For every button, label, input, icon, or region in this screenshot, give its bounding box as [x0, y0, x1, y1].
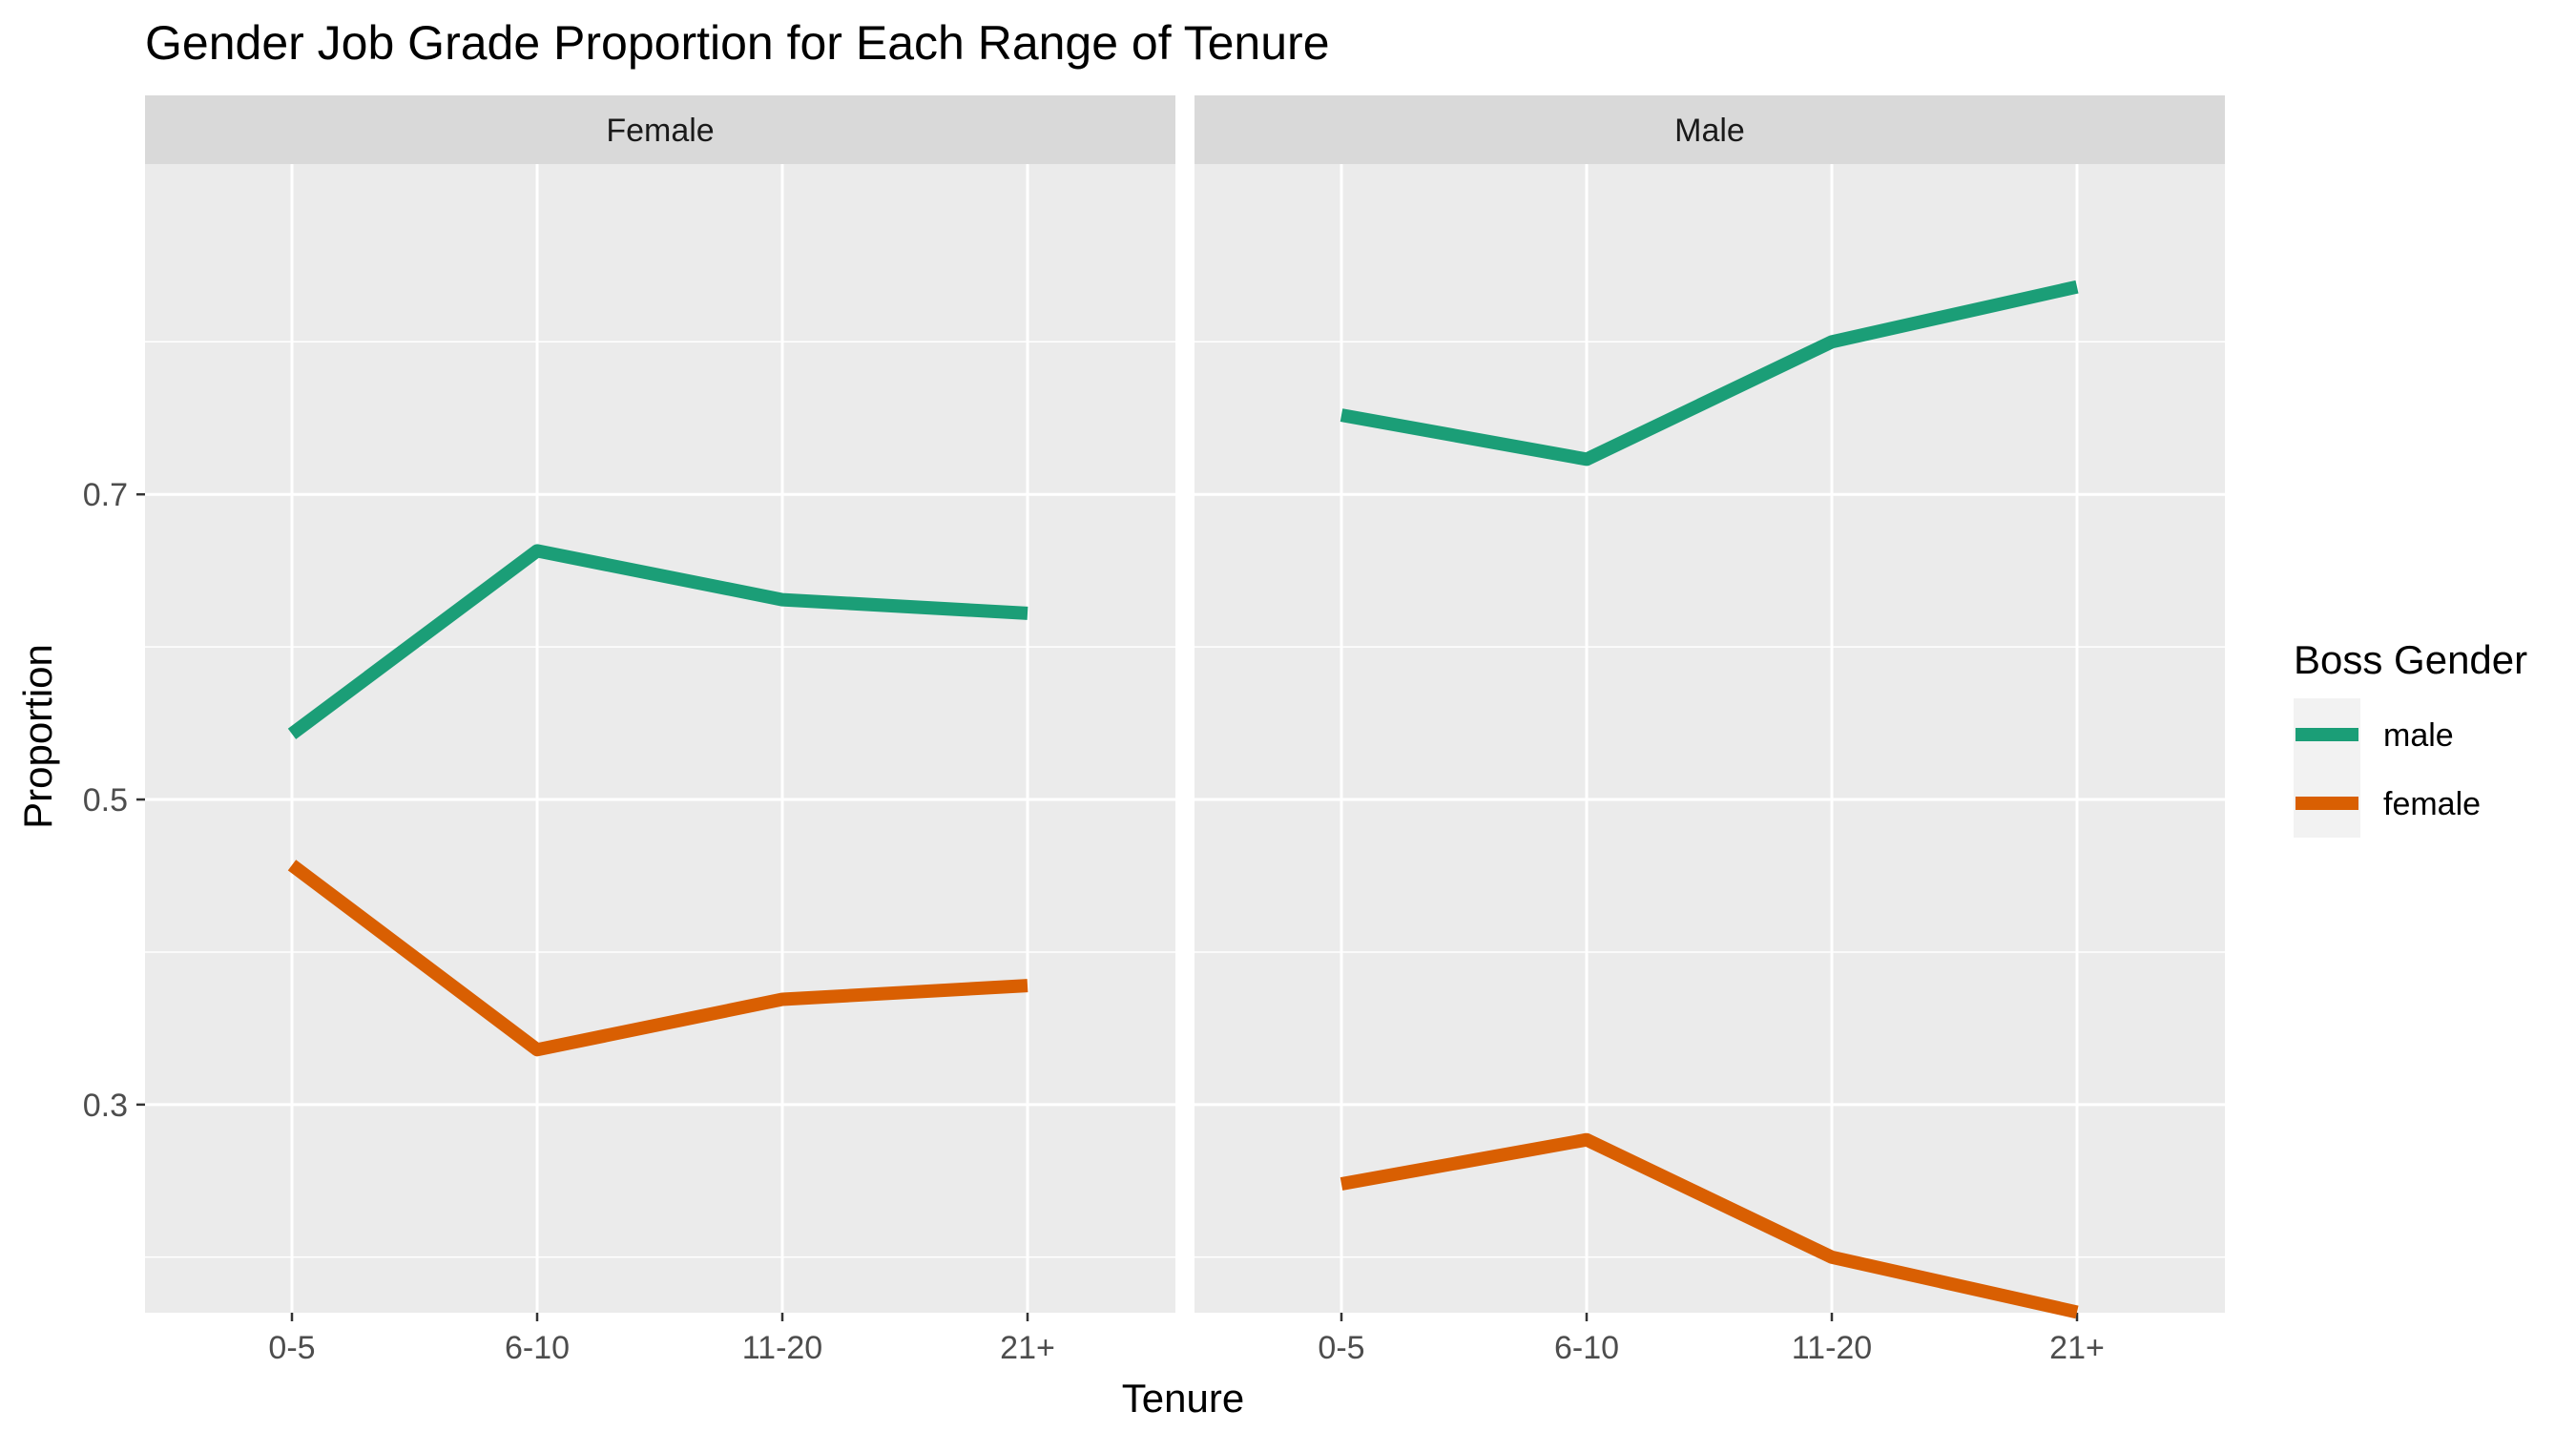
x-tick-label: 0-5 — [1318, 1330, 1364, 1366]
y-tick-label: 0.5 — [83, 782, 128, 819]
series-line-female — [1340, 1132, 2079, 1319]
series-line-female — [287, 860, 1028, 1057]
plot-panel — [1195, 164, 2225, 1313]
legend-key-background — [2294, 698, 2360, 838]
panel-male: Male 0-5 6-10 11-20 21+ — [1195, 95, 2225, 1366]
y-tick-label: 0.3 — [83, 1088, 128, 1124]
facet-strip-label: Female — [606, 113, 714, 149]
x-tick-label: 11-20 — [742, 1330, 822, 1366]
x-axis-title: Tenure — [1122, 1376, 1244, 1421]
x-tick-label: 21+ — [2049, 1330, 2105, 1366]
legend-label-female: female — [2383, 786, 2481, 822]
x-tick-label: 0-5 — [268, 1330, 315, 1366]
series-line-male — [287, 544, 1028, 739]
chart-panels: Female 0-5 6-10 11-20 21+ Male 0-5 6-10 11-20 21+ — [145, 95, 2225, 1366]
legend-title: Boss Gender — [2294, 637, 2527, 682]
panel-female: Female 0-5 6-10 11-20 21+ — [145, 95, 1175, 1366]
series-line-male — [1340, 280, 2079, 467]
facet-strip-label: Male — [1674, 113, 1745, 149]
x-tick-label: 6-10 — [1554, 1330, 1619, 1366]
chart-title: Gender Job Grade Proportion for Each Ran… — [145, 16, 1330, 70]
plot-panel — [145, 164, 1175, 1313]
facet-strip — [145, 95, 1175, 164]
y-axis-title: Proportion — [15, 644, 60, 829]
y-tick-label: 0.7 — [83, 477, 128, 513]
legend: Boss Gender male female — [2294, 637, 2527, 838]
x-tick-label: 11-20 — [1792, 1330, 1872, 1366]
x-tick-label: 21+ — [1000, 1330, 1055, 1366]
facet-strip — [1195, 95, 2225, 164]
legend-label-male: male — [2383, 717, 2454, 754]
x-tick-label: 6-10 — [505, 1330, 570, 1366]
y-axis: 0.3 0.5 0.7 — [83, 477, 145, 1124]
